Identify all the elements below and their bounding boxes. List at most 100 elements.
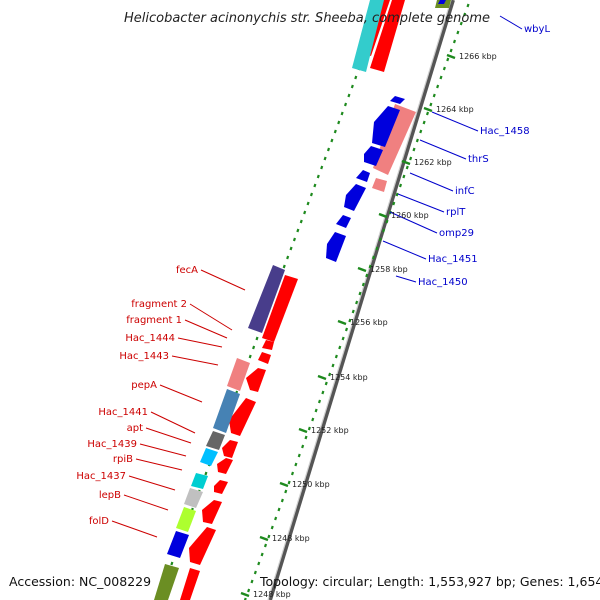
gene-label-Hac_1450[interactable]: Hac_1450	[418, 277, 468, 288]
forward-gene-block[interactable]	[180, 568, 200, 600]
gene-label-Hac_1451[interactable]: Hac_1451	[428, 254, 478, 265]
tick-label: 1256 kbp	[350, 318, 388, 327]
gene-label-fecA[interactable]: fecA	[176, 265, 198, 276]
gene-label-rplT[interactable]: rplT	[446, 207, 466, 218]
reverse-gene-arrow[interactable]	[336, 215, 351, 228]
tick-dot	[337, 120, 341, 125]
gene-label-Hac_1441[interactable]: Hac_1441	[98, 407, 148, 418]
tick-dot	[405, 165, 409, 170]
label-connector-line	[419, 139, 467, 160]
forward-gene-arrow[interactable]	[189, 527, 216, 565]
gene-label-lepB[interactable]: lepB	[99, 490, 121, 501]
gene-label-Hac_1444[interactable]: Hac_1444	[125, 333, 175, 344]
forward-gene-block[interactable]	[370, 0, 405, 72]
tick-dot	[409, 156, 413, 161]
gene-label-pepA[interactable]: pepA	[131, 380, 157, 391]
genome-backbone	[267, 0, 455, 600]
gene-label-Hac_1439[interactable]: Hac_1439	[87, 439, 137, 450]
tick-dot	[299, 219, 303, 224]
tick-dot	[333, 129, 337, 134]
reverse-gene-arrow[interactable]	[344, 184, 366, 211]
tick-dot	[321, 390, 325, 395]
tick-dot	[351, 309, 355, 314]
gene-block-navy[interactable]	[438, 0, 446, 4]
forward-gene-arrow[interactable]	[262, 340, 274, 350]
tick-dot	[313, 183, 317, 188]
gene-block-turquoise[interactable]	[191, 473, 208, 489]
tick-dot	[323, 156, 327, 161]
tick-dot	[456, 30, 460, 35]
gene-block-lightgrey[interactable]	[184, 488, 203, 508]
forward-gene-arrow[interactable]	[246, 368, 266, 392]
forward-gene-arrow[interactable]	[258, 352, 271, 364]
gene-label-fragment-1[interactable]: fragment 1	[126, 315, 182, 326]
forward-gene-arrow[interactable]	[217, 458, 233, 474]
gene-block-deepskyblue[interactable]	[200, 448, 218, 466]
tick-dot	[252, 345, 256, 350]
tick-dot	[378, 237, 382, 242]
tick-dot	[296, 228, 300, 233]
reverse-gene-arrow[interactable]	[390, 96, 405, 104]
gene-block-olive[interactable]	[154, 564, 179, 600]
gene-label-Hac_1437[interactable]: Hac_1437	[76, 471, 126, 482]
gene-label-Hac_1458[interactable]: Hac_1458	[480, 126, 530, 137]
gene-label-infC[interactable]: infC	[455, 186, 475, 197]
tick-dot	[277, 507, 281, 512]
tick-dot	[338, 345, 342, 350]
gene-block-blue[interactable]	[167, 531, 189, 558]
reverse-gene-arrow[interactable]	[326, 232, 346, 262]
gene-block-salmon[interactable]	[373, 104, 416, 175]
tick-dot	[368, 264, 372, 269]
label-connector-line	[171, 355, 219, 366]
gene-label-thrS[interactable]: thrS	[468, 154, 489, 165]
gene-block-cyan[interactable]	[352, 0, 384, 72]
gene-label-apt[interactable]: apt	[127, 423, 143, 434]
tick-dot	[402, 174, 406, 179]
forward-gene-arrow[interactable]	[214, 480, 228, 494]
tick-dot	[412, 147, 416, 152]
tick-dot	[330, 138, 334, 143]
tick-dot	[436, 84, 440, 89]
gene-label-rpiB[interactable]: rpiB	[113, 454, 133, 465]
label-connector-line	[135, 458, 183, 471]
label-connector-line	[499, 15, 523, 30]
reverse-gene-arrow[interactable]	[364, 146, 383, 166]
gene-block-steelblue[interactable]	[213, 389, 240, 433]
genome-summary-text: Topology: circular; Length: 1,553,927 bp…	[259, 574, 600, 589]
label-connector-line	[395, 275, 417, 283]
tick-dot	[263, 543, 268, 548]
reverse-gene-arrow[interactable]	[372, 106, 400, 147]
forward-gene-arrow[interactable]	[229, 398, 256, 436]
tick-mark	[357, 266, 367, 273]
tick-mark	[279, 481, 289, 488]
tick-dot	[343, 102, 348, 107]
tick-dot	[344, 327, 349, 332]
forward-gene-block[interactable]	[262, 275, 298, 342]
gene-block-salmon[interactable]	[372, 178, 387, 192]
forward-strand-track	[180, 0, 405, 600]
gene-label-wbyL[interactable]: wbyL	[524, 24, 550, 35]
gene-label-Hac_1443[interactable]: Hac_1443	[119, 351, 169, 362]
tick-dot	[354, 75, 358, 80]
gene-block-darkslateblue[interactable]	[248, 265, 285, 333]
forward-gene-arrow[interactable]	[202, 500, 222, 524]
tick-dot	[286, 255, 290, 260]
tick-dot	[267, 534, 271, 539]
tick-dot	[289, 246, 293, 251]
tick-dot	[375, 246, 379, 251]
gene-block-greenyellow[interactable]	[176, 507, 196, 532]
gene-label-fragment-2[interactable]: fragment 2	[131, 299, 187, 310]
gene-label-folD[interactable]: folD	[89, 516, 109, 527]
gene-block-grey[interactable]	[206, 431, 225, 450]
label-connector-line	[159, 384, 203, 403]
tick-dot	[260, 552, 264, 557]
reverse-gene-arrow[interactable]	[356, 170, 370, 182]
tick-dot	[419, 129, 423, 134]
label-connector-line	[145, 427, 192, 444]
gene-block-salmon[interactable]	[227, 358, 250, 391]
forward-gene-arrow[interactable]	[222, 440, 238, 458]
gene-label-omp29[interactable]: omp29	[439, 228, 474, 239]
tick-dot	[301, 444, 305, 449]
tick-dot	[303, 210, 307, 215]
right-gene-labels: wbyL Hac_1458 thrS infC rplT omp29 Hac_1…	[418, 24, 550, 288]
